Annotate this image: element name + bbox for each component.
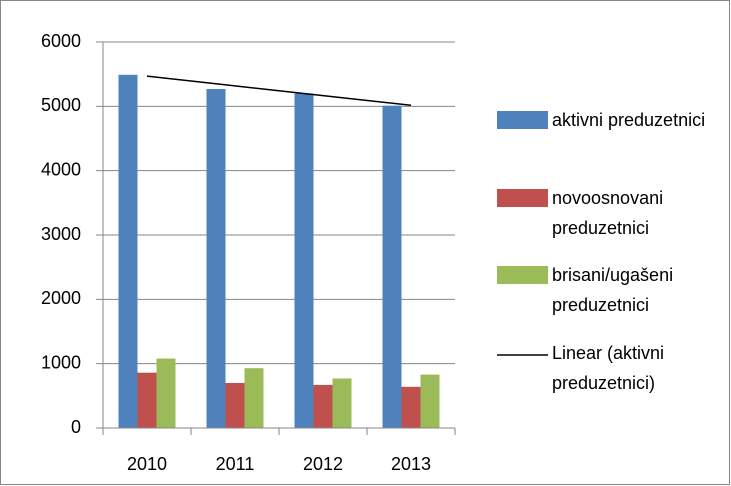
bar [225,382,245,428]
legend-entry: novoosnovani preduzetnici [552,188,664,238]
bar [401,386,421,428]
legend-swatch [497,189,548,207]
x-tick-label: 2012 [303,454,343,474]
bar [382,105,402,428]
y-tick-label: 3000 [41,224,81,244]
bar [294,93,314,428]
y-tick-label: 0 [71,417,81,437]
legend-label: Linear (aktivni preduzetnici) [552,343,665,393]
bar [156,358,176,428]
legend-label: aktivni preduzetnici [552,110,706,130]
y-tick-label: 5000 [41,95,81,115]
legend-entry: Linear (aktivni preduzetnici) [552,343,665,393]
y-tick-label: 1000 [41,352,81,372]
y-tick-label: 2000 [41,288,81,308]
bar [137,372,157,428]
y-tick-label: 4000 [41,159,81,179]
bar [206,88,226,429]
legend-label: brisani/ugašeni preduzetnici [552,265,674,315]
x-tick-label: 2013 [391,454,431,474]
bar [244,368,264,428]
bar [332,378,352,428]
legend-swatch [497,266,548,284]
legend-swatch [497,111,548,129]
legend-entry: brisani/ugašeni preduzetnici [552,265,674,315]
bar [118,74,138,428]
bar [313,384,333,428]
legend-label: novoosnovani preduzetnici [552,188,664,238]
y-tick-label: 6000 [41,31,81,51]
x-tick-label: 2011 [216,454,255,474]
trend-line [146,75,412,107]
legend-entry: aktivni preduzetnici [552,110,706,130]
bar [420,374,440,428]
x-tick-label: 2010 [127,454,167,474]
